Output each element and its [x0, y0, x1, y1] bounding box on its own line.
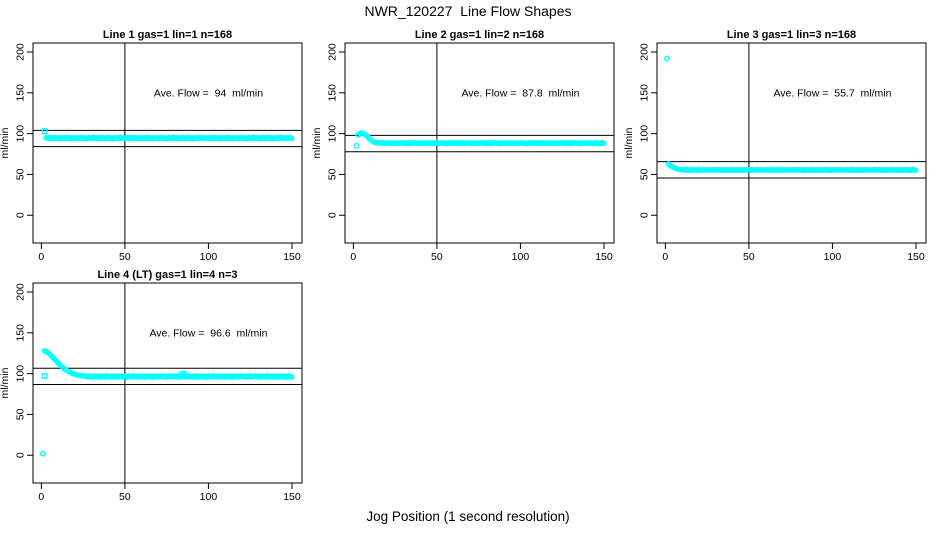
- y-axis-label: ml/min: [624, 127, 635, 158]
- x-tick-label: 0: [662, 251, 668, 263]
- x-tick-label: 50: [119, 491, 131, 503]
- y-tick-label: 0: [327, 212, 339, 218]
- data-point: [913, 167, 919, 173]
- x-tick-label: 0: [38, 491, 44, 503]
- x-tick-label: 150: [907, 251, 925, 263]
- y-axis-label: ml/min: [0, 127, 11, 158]
- data-point-circle: [40, 450, 47, 457]
- subplot-line-1: 0 50 100 150 200 0 50 100 150 ml/min Line 1 gas=1 …: [0, 28, 312, 268]
- subplot-line-2: 0 50 100 150 200 0 50 100 150 ml/min Line 2 gas=1 …: [311, 28, 624, 268]
- x-axis-label: Jog Position (1 second resolution): [366, 509, 570, 524]
- ave-flow-annotation: Ave. Flow = 87.8 ml/min: [461, 87, 579, 99]
- data-point: [289, 135, 295, 142]
- subplot-svg: 0 50 100 150 200 0 50 100 150 ml/min Line 1 gas=1 …: [0, 29, 303, 263]
- x-tick-label: 150: [283, 251, 301, 263]
- y-tick-label: 100: [15, 365, 27, 383]
- ave-flow-annotation: Ave. Flow = 94 ml/min: [154, 87, 263, 99]
- y-tick-label: 150: [639, 84, 651, 102]
- y-tick-label: 50: [15, 408, 27, 420]
- subplot-title: Line 1 gas=1 lin=1 n=168: [103, 29, 232, 41]
- y-tick-label: 200: [327, 43, 339, 61]
- x-tick-label: 50: [119, 251, 131, 263]
- x-tick-label: 50: [743, 251, 755, 263]
- x-tick-label: 150: [283, 491, 301, 503]
- x-tick-label: 150: [595, 251, 613, 263]
- x-tick-label: 0: [38, 251, 44, 263]
- subplot-svg: 0 50 100 150 200 0 50 100 150 ml/min Line 3 gas=1 …: [623, 29, 927, 263]
- y-tick-label: 100: [639, 125, 651, 143]
- y-tick-label: 200: [15, 283, 27, 301]
- ave-flow-annotation: Ave. Flow = 96.6 ml/min: [149, 327, 267, 339]
- ave-flow-annotation: Ave. Flow = 55.7 ml/min: [773, 87, 891, 99]
- y-tick-label: 50: [639, 168, 651, 180]
- y-tick-label: 200: [15, 43, 27, 61]
- y-tick-label: 0: [15, 212, 27, 218]
- y-tick-label: 0: [15, 452, 27, 458]
- x-tick-label: 100: [512, 251, 530, 263]
- y-tick-label: 100: [327, 125, 339, 143]
- y-tick-label: 50: [327, 168, 339, 180]
- data-point-square: [41, 128, 48, 135]
- plot-box: [32, 42, 303, 244]
- data-point: [601, 140, 607, 147]
- subplot-title: Line 2 gas=1 lin=2 n=168: [415, 29, 544, 41]
- y-axis-label: ml/min: [0, 367, 11, 398]
- data-point-circle: [182, 371, 189, 378]
- x-tick-label: 100: [824, 251, 842, 263]
- x-tick-label: 100: [200, 491, 218, 503]
- plot-box: [344, 42, 615, 244]
- x-tick-label: 100: [200, 251, 218, 263]
- subplot-title: Line 4 (LT) gas=1 lin=4 n=3: [97, 269, 237, 281]
- subplot-line-3: 0 50 100 150 200 0 50 100 150 ml/min Line 3 gas=1 …: [623, 28, 936, 268]
- y-axis-label: ml/min: [312, 127, 323, 158]
- y-tick-label: 0: [639, 212, 651, 218]
- data-point-circle: [664, 55, 671, 62]
- y-tick-label: 150: [15, 84, 27, 102]
- y-tick-label: 200: [639, 43, 651, 61]
- y-tick-label: 150: [327, 84, 339, 102]
- main-title: NWR_120227 Line Flow Shapes: [364, 3, 572, 19]
- y-tick-label: 150: [15, 324, 27, 342]
- subplot-svg: 0 50 100 150 200 0 50 100 150 ml/min Line 4 (LT) g…: [0, 269, 303, 503]
- y-tick-label: 100: [15, 125, 27, 143]
- x-tick-label: 50: [431, 251, 443, 263]
- subplot-title: Line 3 gas=1 lin=3 n=168: [727, 29, 856, 41]
- subplot-line-4: 0 50 100 150 200 0 50 100 150 ml/min Line 4 (LT) g…: [0, 268, 312, 508]
- data-point: [289, 374, 295, 380]
- plot-box: [32, 282, 303, 484]
- y-tick-label: 50: [15, 168, 27, 180]
- data-point-circle: [353, 142, 360, 149]
- x-tick-label: 0: [350, 251, 356, 263]
- data-point-square: [41, 373, 48, 379]
- subplot-svg: 0 50 100 150 200 0 50 100 150 ml/min Line 2 gas=1 …: [311, 29, 615, 263]
- plot-box: [656, 42, 927, 244]
